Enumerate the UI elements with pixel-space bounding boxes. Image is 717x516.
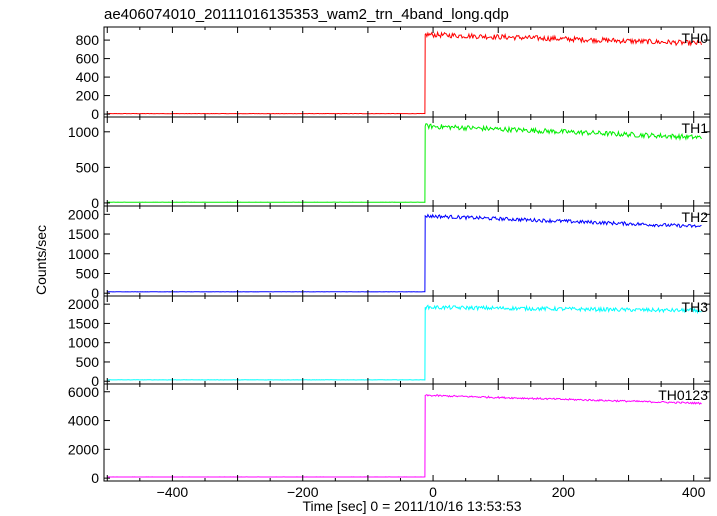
y-tick-label: 4000 — [68, 413, 99, 429]
y-tick-label: 1000 — [68, 246, 99, 262]
y-tick-label: 6000 — [68, 384, 99, 400]
y-tick-label: 0 — [91, 470, 99, 486]
panel-frame-th3 — [103, 295, 711, 385]
y-tick-label: 2000 — [68, 441, 99, 457]
series-line-th1 — [107, 123, 702, 203]
y-tick-label: 500 — [76, 354, 100, 370]
y-tick-label: 400 — [76, 69, 100, 85]
y-tick-label: 1500 — [68, 226, 99, 242]
panel-label-th0: TH0 — [682, 30, 709, 46]
panels-group: 0 200 400 600 800 TH0 0 500 1000 TH1 0 500 1000 1500 2… — [68, 26, 711, 500]
panel-frame-th0123 — [103, 383, 711, 482]
panel-frame-th2 — [103, 205, 711, 297]
y-tick-label: 500 — [76, 159, 100, 175]
x-axis-label: Time [sec] 0 = 2011/10/16 13:53:53 — [302, 498, 521, 514]
y-tick-label: 0 — [91, 195, 99, 211]
series-line-th2 — [107, 213, 702, 293]
x-tick-label: 0 — [429, 484, 437, 500]
panel-label-th2: TH2 — [682, 209, 709, 225]
y-tick-label: 600 — [76, 51, 100, 67]
series-line-th0123 — [107, 393, 702, 478]
y-tick-label: 0 — [91, 373, 99, 389]
series-line-th3 — [107, 304, 702, 381]
y-tick-label: 800 — [76, 32, 100, 48]
chart-title: ae406074010_20111016135353_wam2_trn_4ban… — [104, 6, 509, 23]
y-tick-label: 1000 — [68, 335, 99, 351]
x-tick-label: 400 — [682, 484, 706, 500]
x-tick-label: 200 — [552, 484, 576, 500]
y-axis-label: Counts/sec — [33, 225, 49, 295]
panel-label-th0123: TH0123 — [658, 387, 708, 403]
y-tick-label: 200 — [76, 88, 100, 104]
y-tick-label: 500 — [76, 265, 100, 281]
y-tick-label: 0 — [91, 106, 99, 122]
y-tick-label: 0 — [91, 285, 99, 301]
x-tick-label: −200 — [287, 484, 319, 500]
y-tick-label: 2000 — [68, 296, 99, 312]
x-tick-label: −400 — [157, 484, 189, 500]
series-line-th0 — [107, 30, 702, 115]
y-tick-label: 1000 — [68, 124, 99, 140]
panel-frame-th1 — [103, 116, 711, 207]
y-tick-label: 2000 — [68, 206, 99, 222]
panel-label-th1: TH1 — [682, 120, 709, 136]
y-tick-label: 1500 — [68, 315, 99, 331]
panel-label-th3: TH3 — [682, 299, 709, 315]
